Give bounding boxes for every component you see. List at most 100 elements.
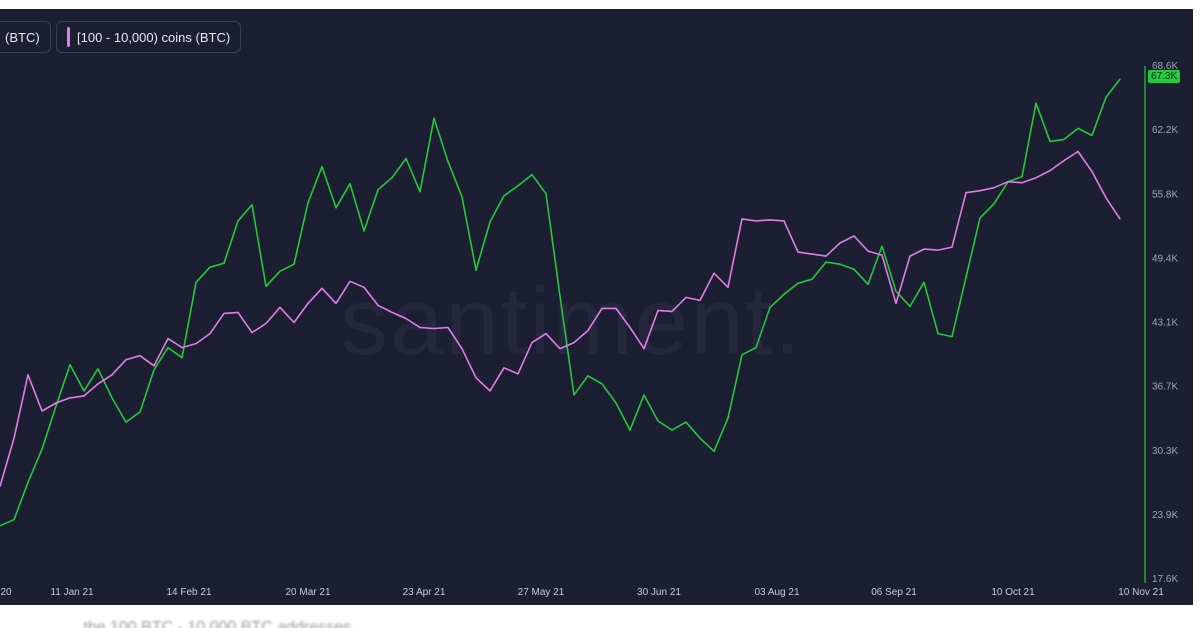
data-point bbox=[251, 204, 253, 206]
data-point bbox=[349, 280, 351, 282]
series-btc-price bbox=[0, 78, 1121, 527]
data-point bbox=[139, 411, 141, 413]
data-point bbox=[27, 374, 29, 376]
data-point bbox=[979, 190, 981, 192]
data-point bbox=[13, 519, 15, 521]
data-point bbox=[923, 248, 925, 250]
data-point bbox=[265, 285, 267, 287]
data-point bbox=[797, 251, 799, 253]
data-point bbox=[41, 448, 43, 450]
data-point bbox=[251, 332, 253, 334]
data-point bbox=[125, 359, 127, 361]
data-point bbox=[69, 364, 71, 366]
data-point bbox=[769, 219, 771, 221]
data-point bbox=[433, 327, 435, 330]
data-point bbox=[629, 326, 631, 329]
data-point bbox=[671, 429, 673, 431]
data-point bbox=[937, 249, 939, 251]
data-point bbox=[615, 402, 617, 404]
data-point bbox=[671, 310, 673, 312]
data-point bbox=[0, 525, 1, 527]
data-point bbox=[391, 311, 393, 313]
data-point bbox=[405, 317, 407, 320]
x-tick-label: 03 Aug 21 bbox=[754, 587, 799, 598]
data-point bbox=[1063, 138, 1065, 140]
data-point bbox=[433, 117, 435, 119]
y-tick-label: 30.3K bbox=[1152, 446, 1178, 457]
data-point bbox=[279, 306, 281, 308]
data-point bbox=[853, 268, 855, 270]
data-point bbox=[909, 305, 911, 307]
data-point bbox=[755, 347, 757, 349]
data-point bbox=[811, 278, 813, 280]
data-point bbox=[307, 202, 309, 204]
chart-panel: santiment. 68.6K 62.2K 55.8K 49.4K 43.1K 36.7… bbox=[0, 9, 1193, 605]
data-point bbox=[405, 157, 407, 160]
data-point bbox=[363, 286, 365, 288]
data-point bbox=[713, 272, 715, 274]
x-tick-label: 27 May 21 bbox=[518, 587, 565, 598]
data-point bbox=[881, 245, 883, 247]
data-point bbox=[937, 333, 939, 335]
data-point bbox=[181, 357, 183, 359]
data-point bbox=[209, 266, 211, 268]
data-point bbox=[993, 203, 995, 205]
data-point bbox=[111, 397, 113, 399]
y-tick-label: 17.6K bbox=[1152, 574, 1178, 585]
data-point bbox=[531, 174, 533, 176]
data-point bbox=[657, 420, 659, 422]
data-point bbox=[839, 242, 841, 244]
data-point bbox=[335, 302, 337, 304]
data-point bbox=[321, 287, 323, 289]
y-tick-label: 49.4K bbox=[1152, 253, 1178, 264]
data-point bbox=[839, 263, 841, 265]
data-point bbox=[83, 390, 85, 392]
x-tick-label: 10 Oct 21 bbox=[991, 587, 1035, 598]
data-point bbox=[461, 348, 463, 350]
data-point bbox=[601, 307, 603, 309]
data-point bbox=[41, 410, 43, 412]
data-point bbox=[797, 282, 799, 284]
data-point bbox=[503, 367, 505, 369]
x-tick-label: 20 Mar 21 bbox=[285, 587, 330, 598]
data-point bbox=[783, 293, 785, 295]
data-point bbox=[699, 299, 701, 301]
data-point bbox=[769, 306, 771, 308]
data-point bbox=[545, 193, 547, 195]
data-point bbox=[993, 187, 995, 189]
legend-whale-holdings[interactable]: [100 - 10,000) coins (BTC) bbox=[56, 21, 242, 53]
data-point bbox=[685, 421, 687, 423]
data-point bbox=[1049, 170, 1051, 172]
data-point bbox=[83, 395, 85, 397]
data-point bbox=[27, 481, 29, 483]
data-point bbox=[699, 437, 701, 439]
data-point bbox=[461, 196, 463, 198]
data-point bbox=[825, 261, 827, 263]
data-point bbox=[811, 253, 813, 255]
caption-text: ...the 100 BTC - 10,000 BTC addresses... bbox=[70, 619, 365, 628]
data-point bbox=[419, 191, 421, 193]
y-tick-label: 68.6K bbox=[1152, 61, 1178, 72]
data-point bbox=[741, 354, 743, 356]
y-tick-label: 62.2K bbox=[1152, 125, 1178, 136]
data-point bbox=[349, 183, 351, 185]
data-point bbox=[727, 286, 729, 288]
data-point bbox=[643, 394, 645, 396]
data-point bbox=[0, 485, 1, 488]
data-point bbox=[1091, 171, 1093, 173]
data-point bbox=[69, 397, 71, 399]
data-point bbox=[489, 221, 491, 223]
data-point bbox=[321, 166, 323, 168]
x-tick-label: 30 Jun 21 bbox=[637, 587, 681, 598]
data-point bbox=[587, 329, 589, 332]
data-point bbox=[1091, 134, 1093, 136]
legend-btc-price[interactable]: (BTC) bbox=[0, 21, 51, 53]
data-point bbox=[223, 262, 225, 264]
data-point bbox=[475, 269, 477, 271]
data-point bbox=[125, 421, 127, 423]
data-point bbox=[1049, 140, 1051, 142]
data-point bbox=[335, 207, 337, 209]
data-point bbox=[97, 368, 99, 370]
price-chart: santiment. 68.6K 62.2K 55.8K 49.4K 43.1K 36.7… bbox=[0, 61, 1178, 598]
data-point bbox=[1035, 102, 1037, 104]
